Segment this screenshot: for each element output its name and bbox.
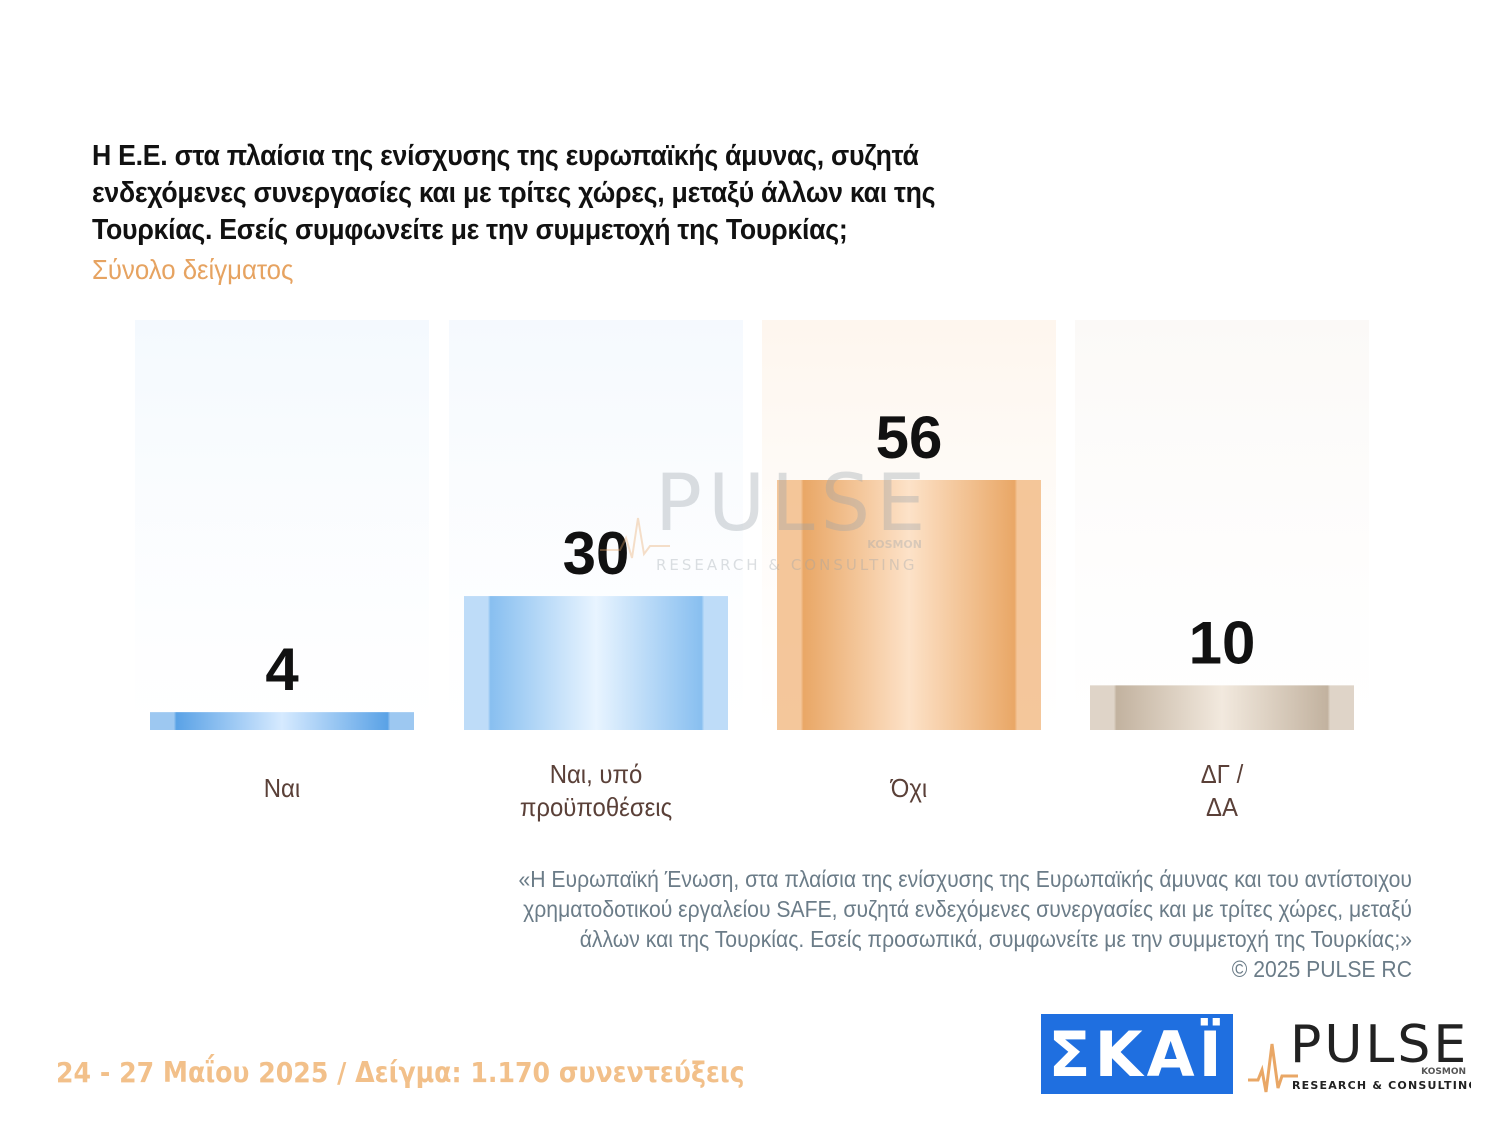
bar-panel [1075, 320, 1369, 730]
chart-title: Η Ε.Ε. στα πλαίσια της ενίσχυσης της ευρ… [92, 140, 936, 246]
pulse-logo: PULSE KOSMON RESEARCH & CONSULTING [1248, 1015, 1471, 1093]
bar-panel [135, 320, 429, 730]
question-footnote: «Η Ευρωπαϊκή Ένωση, στα πλαίσια της ενίσ… [400, 864, 1412, 984]
category-label: Ναι [263, 773, 301, 803]
survey-date-sample: 24 - 27 Μαΐου 2025 / Δείγμα: 1.170 συνεν… [56, 1056, 745, 1089]
data-label: 4 [265, 636, 299, 703]
bar [464, 596, 728, 730]
svg-text:RESEARCH & CONSULTING: RESEARCH & CONSULTING [656, 556, 918, 574]
copyright-line: © 2025 PULSE RC [1231, 956, 1412, 982]
pulse-watermark: PULSE KOSMON RESEARCH & CONSULTING [600, 459, 930, 574]
chart-subtitle: Σύνολο δείγματος [92, 254, 294, 285]
category-label: Ναι, υπό προϋποθέσεις [519, 759, 673, 822]
data-label: 10 [1189, 609, 1256, 676]
svg-text:RESEARCH & CONSULTING: RESEARCH & CONSULTING [1292, 1079, 1471, 1092]
footnote-line: άλλων και της Τουρκίας. Εσείς προσωπικά,… [579, 926, 1412, 952]
data-label: 56 [876, 404, 943, 471]
category-label: Όχι [890, 773, 928, 803]
svg-text:PULSE: PULSE [1290, 1015, 1469, 1075]
footnote-line: «Η Ευρωπαϊκή Ένωση, στα πλαίσια της ενίσ… [518, 866, 1412, 892]
category-label: ΔΓ / ΔΑ [1200, 759, 1244, 822]
svg-text:KOSMON: KOSMON [1421, 1067, 1466, 1077]
skai-logo: ΣΚΑΪ [1041, 1014, 1233, 1094]
bar [1090, 685, 1354, 730]
footnote-line: χρηματοδοτικού εργαλείου SAFE, συζητά εν… [523, 896, 1412, 922]
data-label: 30 [563, 520, 630, 587]
svg-text:KOSMON: KOSMON [867, 538, 922, 551]
bar [777, 480, 1041, 730]
bar [150, 712, 414, 730]
svg-text:PULSE: PULSE [655, 459, 930, 549]
